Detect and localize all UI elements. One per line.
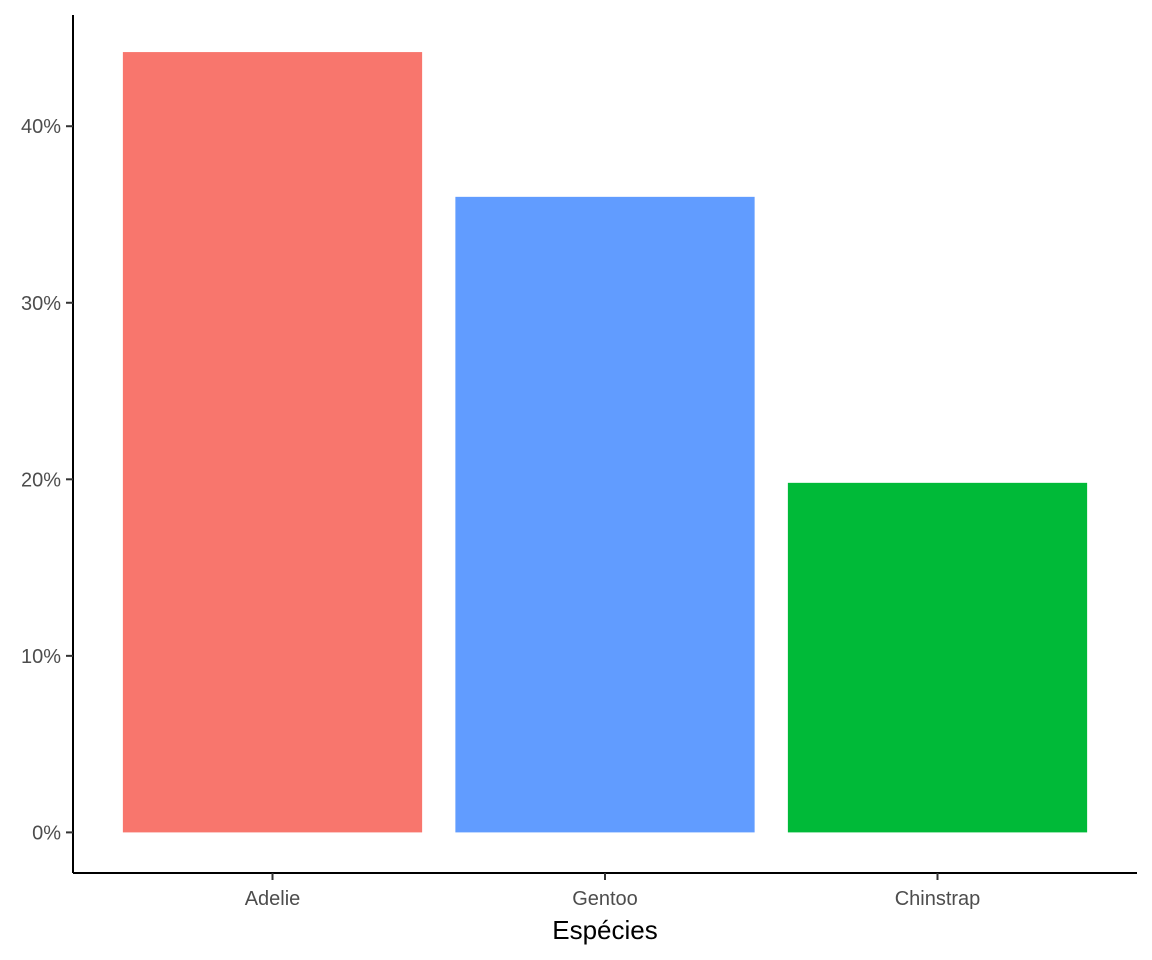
bar-adelie bbox=[122, 52, 423, 833]
x-tick-label-adelie: Adelie bbox=[245, 888, 301, 910]
y-tick-label: 30% bbox=[21, 293, 61, 315]
x-axis: Adelie Gentoo Chinstrap bbox=[73, 872, 1137, 910]
y-tick-label: 20% bbox=[21, 469, 61, 491]
y-tick-label: 0% bbox=[32, 822, 61, 844]
bar-gentoo bbox=[455, 196, 755, 833]
bars-layer bbox=[122, 52, 1088, 833]
bar-chinstrap bbox=[787, 482, 1088, 833]
x-tick-label-gentoo: Gentoo bbox=[572, 888, 638, 910]
y-tick-label: 10% bbox=[21, 646, 61, 668]
y-axis: 0% 10% 20% 30% 40% bbox=[21, 15, 74, 873]
x-axis-title: Espécies bbox=[552, 915, 658, 945]
y-tick-label: 40% bbox=[21, 116, 61, 138]
x-tick-label-chinstrap: Chinstrap bbox=[895, 888, 981, 910]
